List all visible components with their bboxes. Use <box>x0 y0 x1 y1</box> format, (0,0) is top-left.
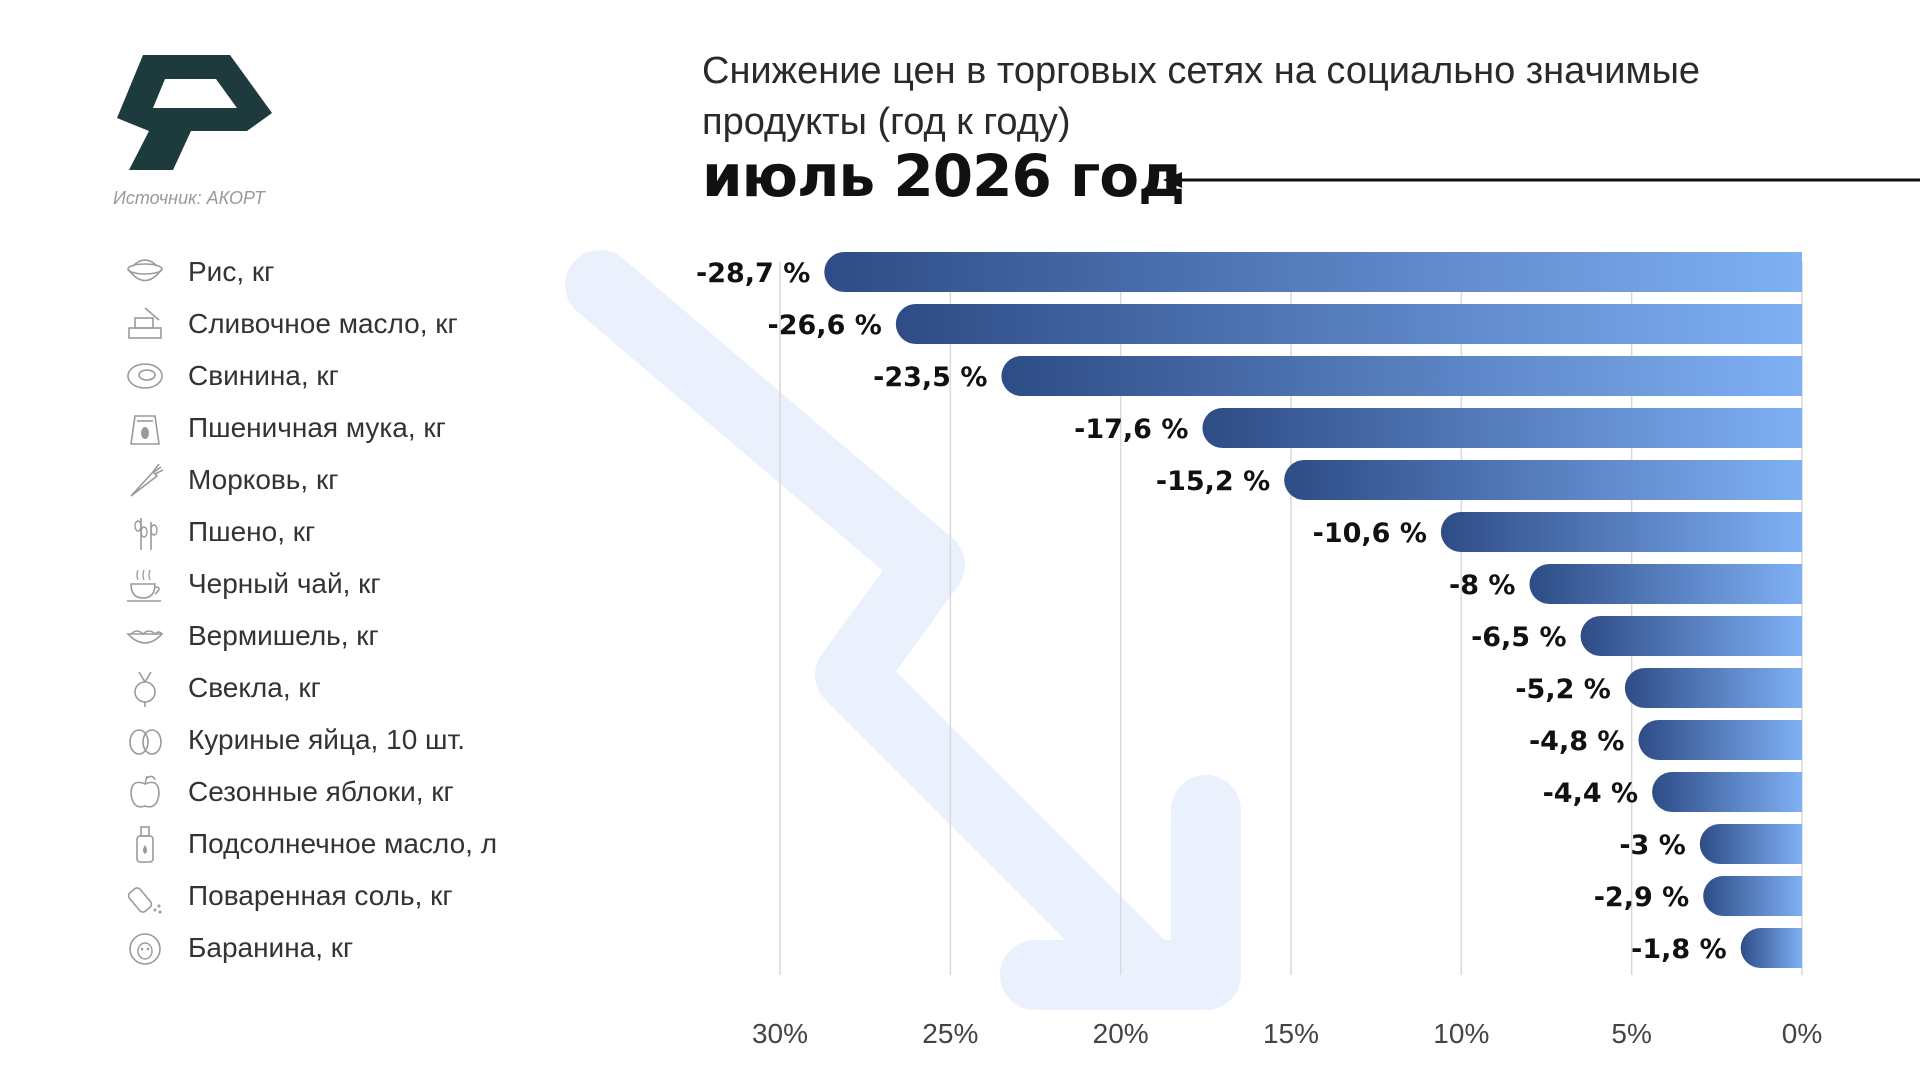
flour-sack-icon <box>120 408 170 448</box>
bar <box>1284 460 1802 500</box>
x-tick-label: 0% <box>1782 1018 1822 1049</box>
sheep-icon <box>120 928 170 968</box>
data-label: -23,5 % <box>873 362 987 393</box>
category-row: Вермишель, кг <box>120 616 379 656</box>
x-tick-label: 30% <box>752 1018 808 1049</box>
category-label: Поваренная соль, кг <box>188 880 453 911</box>
category-row: Свинина, кг <box>120 356 339 396</box>
x-axis-ticks: 30% 25% 20% 15% 10% 5% 0% <box>752 1018 1822 1049</box>
category-label: Черный чай, кг <box>188 568 381 599</box>
bars: -28,7 % -26,6 % -23,5 % -17,6 % -15,2 % -10,6… <box>696 252 1802 968</box>
category-label: Рис, кг <box>188 256 275 287</box>
chart-period: июль 2026 год <box>702 142 1185 210</box>
oil-bottle-icon <box>120 824 170 864</box>
category-label: Куриные яйца, 10 шт. <box>188 724 466 755</box>
data-label: -1,8 % <box>1631 934 1727 965</box>
bar <box>1440 512 1802 552</box>
pork-icon <box>120 356 170 396</box>
data-label: -26,6 % <box>768 310 882 341</box>
data-label: -8 % <box>1449 570 1515 601</box>
tea-cup-icon <box>120 564 170 604</box>
bar <box>1580 616 1802 656</box>
category-label: Морковь, кг <box>188 464 339 495</box>
category-label: Подсолнечное масло, л <box>188 828 498 859</box>
apple-icon <box>120 772 170 812</box>
data-label: -28,7 % <box>696 258 810 289</box>
bar <box>1624 668 1802 708</box>
rice-bowl-icon <box>120 252 170 292</box>
data-label: -10,6 % <box>1313 518 1427 549</box>
eggs-icon <box>120 720 170 760</box>
bar <box>1001 356 1802 397</box>
category-row: Черный чай, кг <box>120 564 381 604</box>
x-tick-label: 10% <box>1433 1018 1489 1049</box>
category-label: Сливочное масло, кг <box>188 308 458 339</box>
butter-icon <box>120 304 170 344</box>
bar <box>1529 564 1802 604</box>
category-label: Свекла, кг <box>188 672 321 703</box>
data-label: -5,2 % <box>1515 674 1611 705</box>
data-label: -4,8 % <box>1529 726 1625 757</box>
salt-shaker-icon <box>120 876 170 916</box>
data-label: -3 % <box>1619 830 1685 861</box>
millet-icon <box>120 512 170 552</box>
source-note: Источник: АКОРТ <box>113 188 266 208</box>
category-row: Подсолнечное масло, л <box>120 824 497 864</box>
data-label: -4,4 % <box>1543 778 1639 809</box>
category-row: Рис, кг <box>120 252 274 292</box>
chart-title: Снижение цен в торговых сетях на социаль… <box>702 50 1701 143</box>
data-label: -15,2 % <box>1156 466 1270 497</box>
bar <box>895 304 1802 344</box>
category-row: Свекла, кг <box>120 668 321 708</box>
category-row: Сливочное масло, кг <box>120 304 458 344</box>
beet-icon <box>120 668 170 708</box>
carrot-icon <box>120 460 170 500</box>
data-label: -17,6 % <box>1074 414 1188 445</box>
noodles-icon <box>120 616 170 656</box>
category-row: Сезонные яблоки, кг <box>120 772 454 812</box>
category-label: Пшеничная мука, кг <box>188 412 446 443</box>
x-tick-label: 15% <box>1263 1018 1319 1049</box>
bar <box>1703 876 1802 916</box>
category-label: Сезонные яблоки, кг <box>188 776 454 807</box>
category-row: Куриные яйца, 10 шт. <box>120 720 465 760</box>
category-row: Пшено, кг <box>120 512 315 552</box>
category-label: Вермишель, кг <box>188 620 379 651</box>
bar <box>1652 772 1802 812</box>
period-pointer-arrow <box>1163 172 1920 188</box>
category-label: Баранина, кг <box>188 932 354 963</box>
bar <box>1638 720 1802 760</box>
data-label: -2,9 % <box>1594 882 1690 913</box>
category-label: Пшено, кг <box>188 516 316 547</box>
down-arrow-watermark <box>565 250 1241 1010</box>
bar <box>1740 928 1802 968</box>
category-row: Пшеничная мука, кг <box>120 408 446 448</box>
akort-logo <box>117 55 272 170</box>
category-label: Свинина, кг <box>188 360 339 391</box>
bar <box>1699 824 1802 864</box>
data-label: -6,5 % <box>1471 622 1567 653</box>
bar <box>824 252 1802 292</box>
bar <box>1202 408 1802 448</box>
category-row: Баранина, кг <box>120 928 353 968</box>
x-tick-label: 5% <box>1611 1018 1651 1049</box>
x-tick-label: 25% <box>922 1018 978 1049</box>
x-tick-label: 20% <box>1093 1018 1149 1049</box>
category-row: Поваренная соль, кг <box>120 876 453 916</box>
category-row: Морковь, кг <box>120 460 338 500</box>
